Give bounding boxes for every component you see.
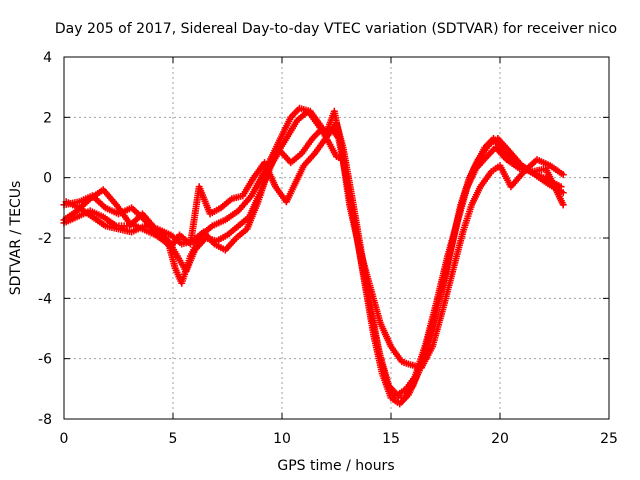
y-tick-label: 2: [43, 110, 52, 126]
series-4: [62, 125, 567, 372]
x-tick-label: 15: [382, 431, 400, 447]
x-tick-label: 5: [169, 431, 178, 447]
series-1: [60, 104, 565, 402]
chart-title: Day 205 of 2017, Sidereal Day-to-day VTE…: [55, 21, 617, 37]
y-tick-label: -4: [38, 291, 52, 307]
x-tick-label: 0: [60, 431, 69, 447]
y-tick-label: -6: [38, 352, 52, 368]
series-3: [60, 125, 567, 399]
tick-labels: 0 5 10 15 20 25 -8 -6 -4 -2 0 2 4: [38, 50, 618, 447]
y-tick-label: 4: [43, 50, 52, 66]
y-tick-label: 0: [43, 171, 52, 187]
y-tick-label: -8: [38, 412, 52, 428]
x-tick-label: 20: [491, 431, 509, 447]
y-axis-label: SDTVAR / TECUs: [8, 181, 24, 296]
data-point: [559, 171, 567, 179]
x-axis-label: GPS time / hours: [277, 458, 394, 474]
axis-ticks: [63, 56, 610, 420]
y-tick-label: -2: [38, 231, 52, 247]
x-tick-label: 10: [273, 431, 291, 447]
x-tick-label: 25: [600, 431, 618, 447]
data-points: [60, 104, 567, 408]
data-point: [559, 201, 567, 209]
